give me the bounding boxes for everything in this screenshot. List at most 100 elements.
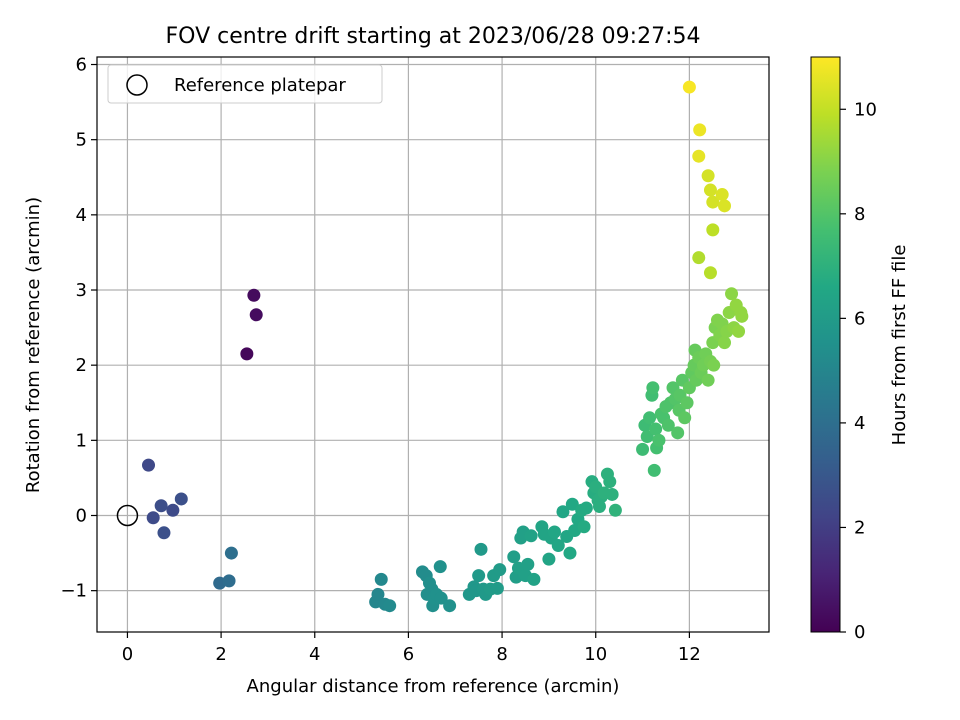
data-point <box>640 430 654 444</box>
colorbar-ticks: 0 2 4 6 8 10 <box>840 99 877 643</box>
y-tick-label: −1 <box>60 581 87 602</box>
data-point <box>608 503 622 517</box>
data-point <box>474 542 488 556</box>
data-point <box>692 149 706 163</box>
x-tick-label: 8 <box>496 644 507 665</box>
x-tick-label: 2 <box>215 644 226 665</box>
data-point <box>592 499 606 513</box>
data-point <box>490 581 504 595</box>
colorbar-tick-label: 2 <box>854 517 865 538</box>
y-tick-label: 6 <box>76 55 87 76</box>
plot-frame <box>96 56 770 633</box>
data-point <box>693 123 707 137</box>
data-point <box>636 442 650 456</box>
data-point <box>735 309 749 323</box>
data-point <box>247 288 261 302</box>
grid-lines <box>97 57 769 632</box>
data-point <box>383 599 397 613</box>
data-point <box>142 458 156 472</box>
data-point <box>680 396 694 410</box>
data-point <box>157 526 171 540</box>
y-tick-label: 5 <box>76 130 87 151</box>
colorbar: 0 2 4 6 8 10 Hours from first FF file <box>810 56 910 643</box>
data-point <box>166 503 180 517</box>
x-tick-label: 10 <box>584 644 607 665</box>
data-point <box>374 572 388 586</box>
data-point <box>701 169 715 183</box>
data-point <box>671 426 685 440</box>
data-point <box>548 525 562 539</box>
data-point <box>682 80 696 94</box>
data-point <box>174 492 188 506</box>
data-point <box>154 499 168 513</box>
data-point <box>579 501 593 515</box>
data-point <box>434 591 448 605</box>
data-point <box>146 511 160 525</box>
x-axis-ticks: 0 2 4 6 8 10 12 <box>122 632 701 665</box>
data-point <box>222 574 236 588</box>
data-point <box>732 324 746 338</box>
data-point <box>649 422 663 436</box>
data-points <box>142 80 749 613</box>
y-tick-label: 3 <box>76 280 87 301</box>
reference-marker <box>116 504 139 527</box>
data-point <box>240 347 254 361</box>
data-point <box>224 546 238 560</box>
data-point <box>556 505 570 519</box>
legend-marker-icon <box>126 74 148 96</box>
colorbar-tick-label: 4 <box>854 413 865 434</box>
data-point <box>563 546 577 560</box>
data-point <box>703 266 717 280</box>
x-tick-label: 6 <box>403 644 414 665</box>
colorbar-label: Hours from first FF file <box>889 245 910 446</box>
data-point <box>524 529 538 543</box>
data-point <box>646 381 660 395</box>
legend: Reference platepar <box>107 64 383 104</box>
colorbar-tick-label: 10 <box>854 99 877 120</box>
data-point <box>605 487 619 501</box>
data-point <box>678 411 692 425</box>
data-point <box>507 550 521 564</box>
data-point <box>472 569 486 583</box>
chart-title: FOV centre drift starting at 2023/06/28 … <box>166 24 701 49</box>
data-point <box>652 433 666 447</box>
data-point <box>565 497 579 511</box>
data-point <box>643 411 657 425</box>
x-tick-label: 0 <box>122 644 133 665</box>
data-point <box>577 520 591 534</box>
y-axis-label: Rotation from reference (arcmin) <box>23 197 44 493</box>
data-point <box>707 358 721 372</box>
data-point <box>703 183 717 197</box>
y-tick-label: 2 <box>76 355 87 376</box>
data-point <box>718 199 732 213</box>
data-point <box>527 572 541 586</box>
data-point <box>551 539 565 553</box>
data-point <box>715 188 729 202</box>
data-point <box>433 560 447 574</box>
data-point <box>692 251 706 265</box>
y-tick-label: 0 <box>76 505 87 526</box>
y-axis-ticks: −1 0 1 2 3 4 5 6 <box>60 55 97 602</box>
data-point <box>521 557 535 571</box>
y-tick-label: 1 <box>76 430 87 451</box>
data-point <box>718 336 732 350</box>
data-point <box>725 287 739 301</box>
legend-box <box>107 64 383 104</box>
data-point <box>661 418 675 432</box>
x-axis-label: Angular distance from reference (arcmin) <box>247 676 620 697</box>
x-tick-label: 12 <box>678 644 701 665</box>
colorbar-gradient <box>810 56 841 633</box>
colorbar-tick-label: 6 <box>854 308 865 329</box>
data-point <box>706 195 720 209</box>
data-point <box>701 373 715 387</box>
y-tick-label: 4 <box>76 205 87 226</box>
legend-label: Reference platepar <box>174 75 346 96</box>
data-point <box>706 223 720 237</box>
data-point <box>249 308 263 322</box>
data-point <box>542 552 556 566</box>
colorbar-tick-label: 0 <box>854 622 865 643</box>
colorbar-tick-label: 8 <box>854 204 865 225</box>
data-point <box>647 463 661 477</box>
x-tick-label: 4 <box>309 644 320 665</box>
